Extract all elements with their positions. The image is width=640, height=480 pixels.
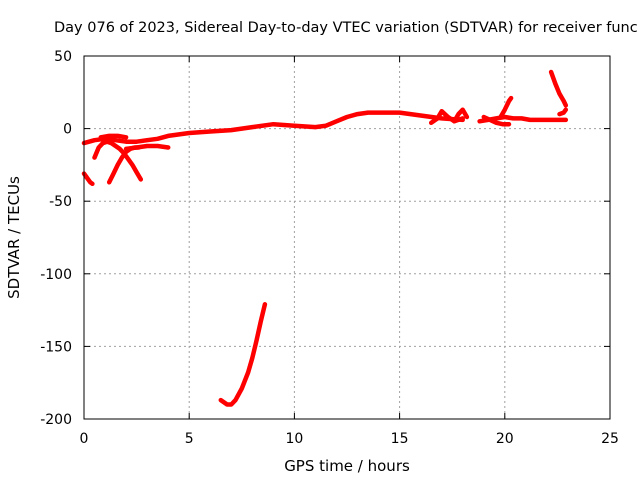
series-late-hook-22 bbox=[548, 69, 569, 108]
series-late-segment-19 bbox=[477, 114, 569, 124]
x-tick-label: 25 bbox=[601, 431, 619, 447]
y-tick-label: 50 bbox=[54, 49, 72, 65]
y-tick-label: -100 bbox=[40, 267, 72, 283]
series-layer bbox=[81, 69, 569, 407]
x-tick-label: 5 bbox=[185, 431, 194, 447]
y-tick-label: -200 bbox=[40, 412, 72, 428]
y-axis-label: SDTVAR / TECUs bbox=[5, 176, 23, 299]
series-segment-d bbox=[98, 133, 129, 140]
series-main-track bbox=[81, 110, 465, 146]
y-tick-label: 0 bbox=[63, 122, 72, 138]
chart-title: Day 076 of 2023, Sidereal Day-to-day VTE… bbox=[54, 20, 638, 36]
series-track-start-dip bbox=[81, 171, 95, 187]
series-late-spike-17 bbox=[452, 107, 470, 124]
x-tick-label: 20 bbox=[496, 431, 514, 447]
series-late-tail-22 bbox=[557, 107, 569, 117]
tick-layer: 0 5 10 15 20 25 -200 -150 -100 -50 0 50 bbox=[40, 49, 619, 447]
x-tick-label: 15 bbox=[391, 431, 409, 447]
series-isolated-low-arc bbox=[218, 302, 268, 407]
y-tick-label: -50 bbox=[49, 194, 72, 210]
x-tick-label: 10 bbox=[285, 431, 303, 447]
plot-frame bbox=[83, 55, 611, 420]
x-tick-label: 0 bbox=[80, 431, 89, 447]
series-arc-a bbox=[92, 139, 144, 182]
y-tick-label: -150 bbox=[40, 339, 72, 355]
series-segment-c bbox=[123, 143, 171, 152]
series-late-rise-19 bbox=[481, 114, 512, 127]
series-late-spike-20 bbox=[498, 95, 514, 120]
x-axis-label: GPS time / hours bbox=[284, 457, 410, 475]
